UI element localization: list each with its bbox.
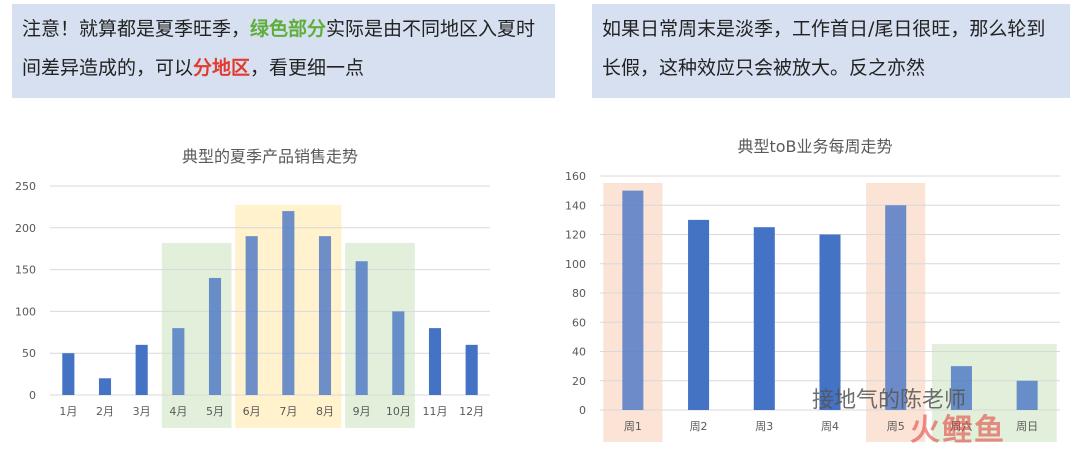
y-tick-label: 250: [15, 180, 36, 193]
note-summer-green-highlight: 绿色部分: [250, 18, 327, 40]
y-tick-label: 150: [15, 264, 36, 277]
y-tick-label: 60: [572, 316, 586, 329]
x-tick-label: 周六: [950, 420, 972, 433]
bar-周日: [1016, 380, 1038, 410]
bar-周4: [819, 234, 841, 410]
y-tick-label: 80: [572, 287, 586, 300]
x-tick-label: 5月: [206, 405, 224, 418]
chart-title: 典型的夏季产品销售走势: [182, 147, 358, 166]
note-summer: 注意！就算都是夏季旺季，绿色部分实际是由不同地区入夏时间差异造成的，可以分地区，…: [12, 4, 555, 98]
y-tick-label: 160: [565, 170, 586, 183]
bar-4月: [172, 328, 185, 395]
note-summer-text-3: ，看更细一点: [250, 57, 365, 79]
y-tick-label: 100: [15, 305, 36, 318]
x-tick-label: 6月: [243, 405, 261, 418]
watermark-text: 接地气的陈老师: [812, 388, 967, 413]
bar-2月: [98, 378, 112, 395]
bar-周2: [688, 219, 710, 410]
y-tick-label: 0: [579, 404, 586, 417]
bar-周5: [885, 205, 907, 410]
bar-12月: [465, 344, 478, 395]
y-tick-label: 50: [22, 347, 36, 360]
note-summer-red-highlight: 分地区: [193, 57, 251, 79]
y-tick-label: 20: [572, 375, 586, 388]
y-tick-label: 100: [565, 258, 586, 271]
bar-周1: [622, 190, 644, 410]
note-summer-text-1: 注意！就算都是夏季旺季，: [22, 18, 251, 40]
x-tick-label: 周3: [755, 420, 773, 433]
bar-1月: [62, 353, 75, 395]
summer-sales-chart: 0 50 100 150 200 250 典型的夏季产品销售走势 1月 2月 3月 4月 5月 6月 7月…: [15, 147, 490, 428]
x-tick-label: 9月: [353, 405, 371, 418]
bar-8月: [318, 236, 332, 395]
y-tick-label: 140: [565, 199, 586, 212]
note-weekly-text: 如果日常周末是淡季，工作首日/尾日很旺，那么轮到长假，这种效应只会被放大。反之亦…: [602, 18, 1046, 79]
bar-6月: [245, 236, 258, 395]
y-tick-label: 40: [572, 346, 586, 359]
x-tick-label: 4月: [169, 405, 187, 418]
x-tick-label: 周1: [624, 420, 642, 433]
bar-10月: [392, 311, 405, 395]
y-tick-label: 200: [15, 222, 36, 235]
bar-3月: [135, 344, 148, 395]
bar-7月: [282, 211, 295, 395]
bar-周3: [753, 227, 775, 410]
x-tick-label: 12月: [459, 405, 484, 418]
x-tick-label: 周日: [1016, 420, 1038, 433]
y-tick-label: 120: [565, 229, 586, 242]
chart-title: 典型toB业务每周走势: [737, 137, 892, 156]
bar-周六: [950, 366, 972, 410]
x-tick-label: 2月: [96, 405, 114, 418]
x-tick-label: 1月: [59, 405, 77, 418]
bar-5月: [208, 277, 222, 395]
x-tick-label: 11月: [423, 405, 448, 418]
bar-11月: [428, 328, 442, 395]
bar-9月: [355, 261, 368, 395]
watermark-logo: 火鲤鱼: [910, 413, 1006, 448]
x-tick-label: 3月: [133, 405, 151, 418]
x-tick-label: 周5: [887, 420, 905, 433]
x-tick-label: 8月: [316, 405, 334, 418]
x-tick-label: 周4: [821, 420, 839, 433]
x-tick-label: 周2: [690, 420, 708, 433]
note-summer-text-2: 实际是由不同地区入夏时间差异造成的，可以: [22, 18, 536, 79]
note-weekly: 如果日常周末是淡季，工作首日/尾日很旺，那么轮到长假，这种效应只会被放大。反之亦…: [592, 4, 1070, 98]
x-tick-label: 10月: [386, 405, 411, 418]
y-tick-label: 0: [29, 389, 36, 402]
x-tick-label: 7月: [279, 405, 297, 418]
